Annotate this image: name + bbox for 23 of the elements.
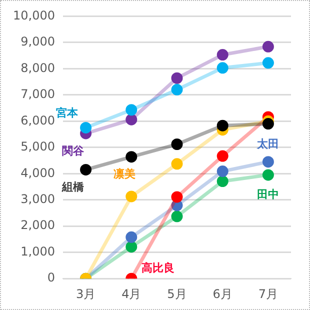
y-tick-label: 7,000: [20, 87, 55, 102]
y-tick-label: 10,000: [12, 8, 55, 22]
y-tick-label: 0: [47, 270, 55, 285]
series-label: 宮本: [56, 106, 79, 120]
y-tick-label: 8,000: [20, 60, 55, 75]
x-tick-label: 5月: [167, 286, 187, 301]
y-tick-label: 4,000: [20, 166, 55, 180]
y-tick-label: 6,000: [20, 113, 55, 128]
x-tick-label: 7月: [258, 286, 278, 301]
y-tick-label: 9,000: [20, 34, 55, 49]
series-label: 組橋: [60, 180, 85, 194]
x-tick-label: 3月: [76, 286, 96, 301]
y-tick-label: 3,000: [20, 192, 55, 206]
series-label: 高比良: [141, 261, 174, 274]
y-tick-label: 5,000: [20, 140, 55, 154]
y-tick-label: 2,000: [20, 218, 55, 232]
x-tick-label: 6月: [212, 286, 232, 301]
series-label: 田中: [257, 188, 280, 201]
x-tick-label: 4月: [122, 286, 142, 301]
y-tick-label: 1,000: [20, 244, 55, 258]
series-label: 太田: [256, 138, 280, 151]
series-label: 関谷: [62, 144, 85, 158]
series-label: 凛美: [113, 167, 136, 180]
